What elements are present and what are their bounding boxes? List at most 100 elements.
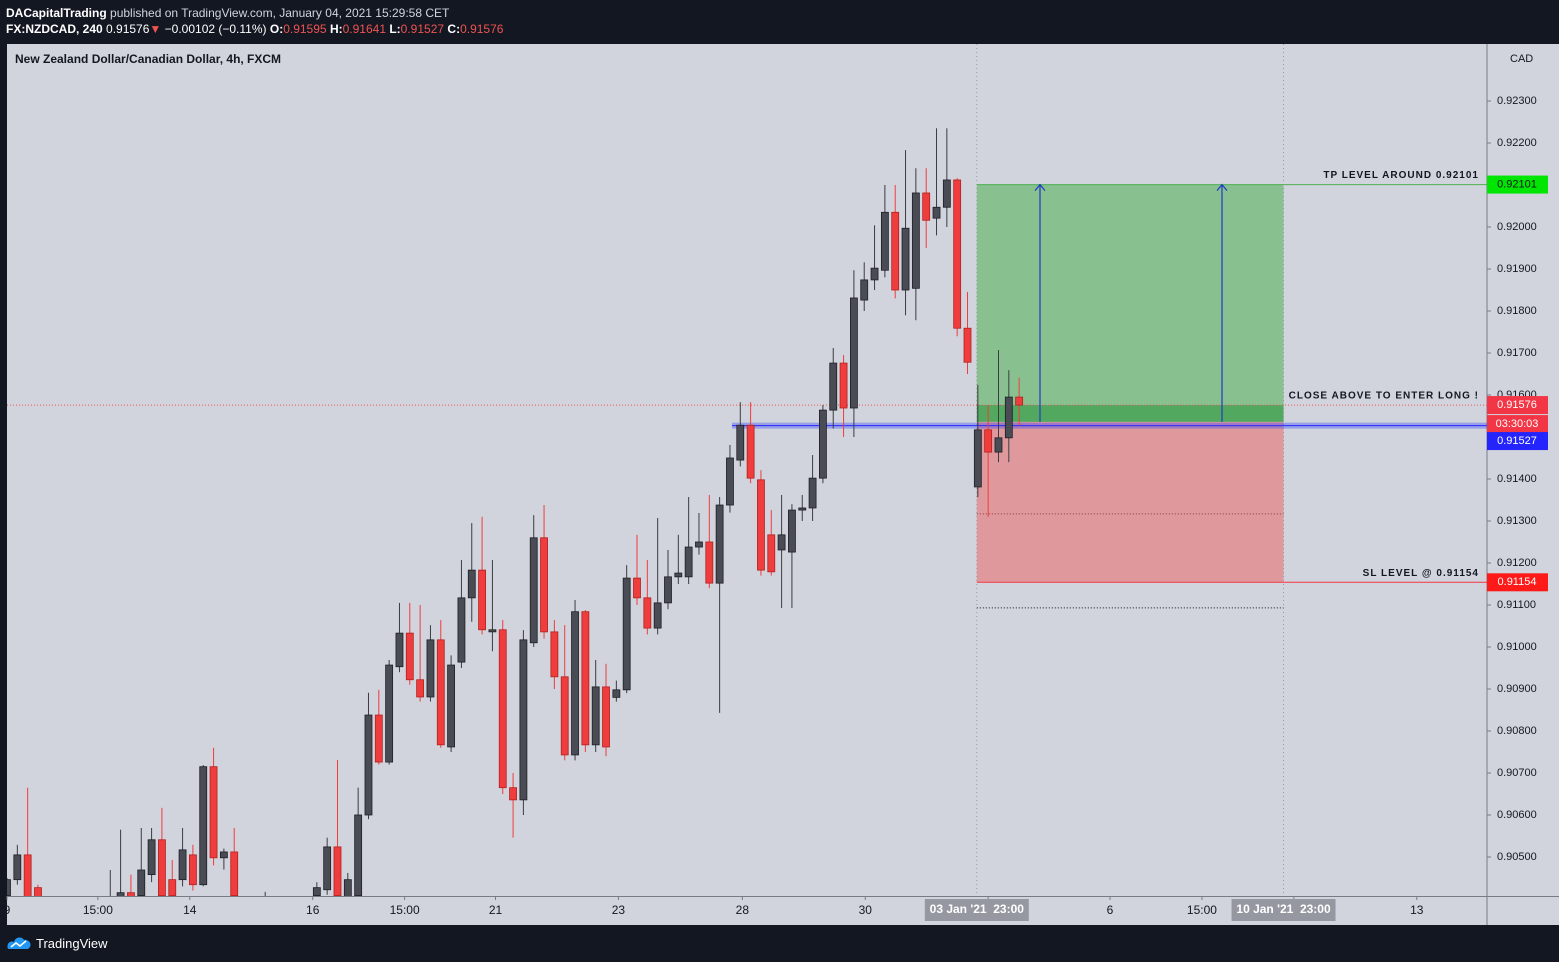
y-tick-label: 0.91400 xyxy=(1497,473,1537,485)
loss-zone xyxy=(976,421,1284,583)
candle-body xyxy=(695,541,703,548)
candle-body xyxy=(13,854,22,881)
candle-body xyxy=(550,631,559,678)
y-tick-label: 0.92000 xyxy=(1497,221,1537,233)
candle-body xyxy=(736,424,745,461)
candle-body xyxy=(426,639,435,698)
candle-body xyxy=(519,639,528,801)
header: DACapitalTrading published on TradingVie… xyxy=(6,5,503,37)
y-tick-label: 0.90900 xyxy=(1497,683,1537,695)
publisher: DACapitalTrading xyxy=(6,6,107,20)
candle-body xyxy=(973,429,982,488)
currency: CAD xyxy=(1510,53,1533,65)
candle-body xyxy=(374,714,383,763)
price-label-bg xyxy=(1487,432,1548,451)
candle-body xyxy=(1015,396,1024,406)
candle-body xyxy=(137,869,146,896)
candle-body xyxy=(726,457,734,506)
candle-body xyxy=(116,892,125,896)
h: 0.91641 xyxy=(342,22,386,36)
chart-background xyxy=(7,44,1559,925)
arrow: ▼ xyxy=(149,22,162,36)
x-tick-label: 9 xyxy=(4,903,11,917)
candle-body xyxy=(767,534,776,573)
candle-body xyxy=(178,849,187,881)
x-tick-label: 28 xyxy=(736,903,750,917)
price-label-bg xyxy=(1487,175,1548,194)
candle-body xyxy=(880,211,889,271)
candle-body xyxy=(664,576,672,604)
y-tick-label: 0.92300 xyxy=(1497,95,1537,107)
candle-body xyxy=(839,362,848,409)
candle-body xyxy=(633,577,641,599)
candle-body xyxy=(333,846,342,896)
candle-body xyxy=(219,851,228,859)
candle-body xyxy=(447,664,456,748)
candle-body xyxy=(622,577,631,691)
y-tick-label: 0.90800 xyxy=(1497,725,1537,737)
y-tick-label: 0.91300 xyxy=(1497,515,1537,527)
x-tick-label: 15:00 xyxy=(83,903,113,917)
candle-body xyxy=(343,879,352,896)
price-label-bg xyxy=(1487,415,1548,434)
x-tick-label: 14 xyxy=(183,903,197,917)
candle-body xyxy=(643,597,652,629)
price-label: 03:30:03 xyxy=(1496,418,1539,430)
candle-body xyxy=(901,227,910,291)
chart-title: New Zealand Dollar/Canadian Dollar, 4h, … xyxy=(15,52,281,66)
candle-body xyxy=(488,629,497,633)
o: 0.91595 xyxy=(283,22,327,36)
candle-body xyxy=(199,766,208,886)
candle-body xyxy=(385,664,394,763)
x-tick-label: 6 xyxy=(1107,903,1114,917)
y-tick-label: 0.90700 xyxy=(1497,767,1537,779)
candle-body xyxy=(922,192,931,221)
candle-body xyxy=(395,632,404,668)
candle-body xyxy=(684,546,693,578)
candle-body xyxy=(963,327,972,363)
y-tick-label: 0.90600 xyxy=(1497,809,1537,821)
candle-body xyxy=(1004,396,1013,439)
candle-body xyxy=(34,887,42,896)
annotation: TP LEVEL AROUND 0.92101 xyxy=(1323,170,1479,181)
candle-body xyxy=(591,686,600,746)
candle-body xyxy=(870,267,879,281)
candle-body xyxy=(819,409,827,479)
candle-body xyxy=(127,892,135,896)
annotation: CLOSE ABOVE TO ENTER LONG ! xyxy=(1289,391,1479,402)
y-tick-label: 0.91800 xyxy=(1497,305,1537,317)
last: 0.91576 xyxy=(106,22,150,36)
arrow xyxy=(1034,183,1046,422)
x-tick-label: 13 xyxy=(1410,903,1424,917)
candle-body xyxy=(7,879,11,896)
candle-body xyxy=(23,854,32,896)
y-tick-label: 0.91900 xyxy=(1497,263,1537,275)
arrow xyxy=(1216,183,1228,422)
candle-body xyxy=(715,504,724,584)
x-tick-label: 16 xyxy=(306,903,320,917)
time-label: 10 Jan '21 23:00 xyxy=(1236,902,1331,916)
open-profit xyxy=(976,405,1284,422)
candle-body xyxy=(529,537,538,644)
candle-body xyxy=(168,879,177,896)
candle-body xyxy=(942,179,951,208)
x-tick-label: 15:00 xyxy=(1187,903,1217,917)
candle-body xyxy=(788,509,796,553)
candle-body xyxy=(602,686,610,748)
symbol: FX:NZDCAD, 240 xyxy=(6,22,103,36)
candle-body xyxy=(674,572,683,578)
candle-body xyxy=(891,211,900,291)
candle-body xyxy=(777,534,786,551)
candle-body xyxy=(746,424,755,479)
price-label: 0.91576 xyxy=(1497,399,1537,411)
y-tick-label: 0.91000 xyxy=(1497,641,1537,653)
footer: TradingView xyxy=(6,934,108,952)
time-label-bg xyxy=(1231,899,1336,921)
candle-body xyxy=(860,279,869,301)
h-label: H: xyxy=(329,22,343,36)
o-label: O: xyxy=(269,22,284,36)
y-tick-label: 0.92200 xyxy=(1497,137,1537,149)
c-label: C: xyxy=(447,22,461,36)
candle-body xyxy=(705,541,714,584)
